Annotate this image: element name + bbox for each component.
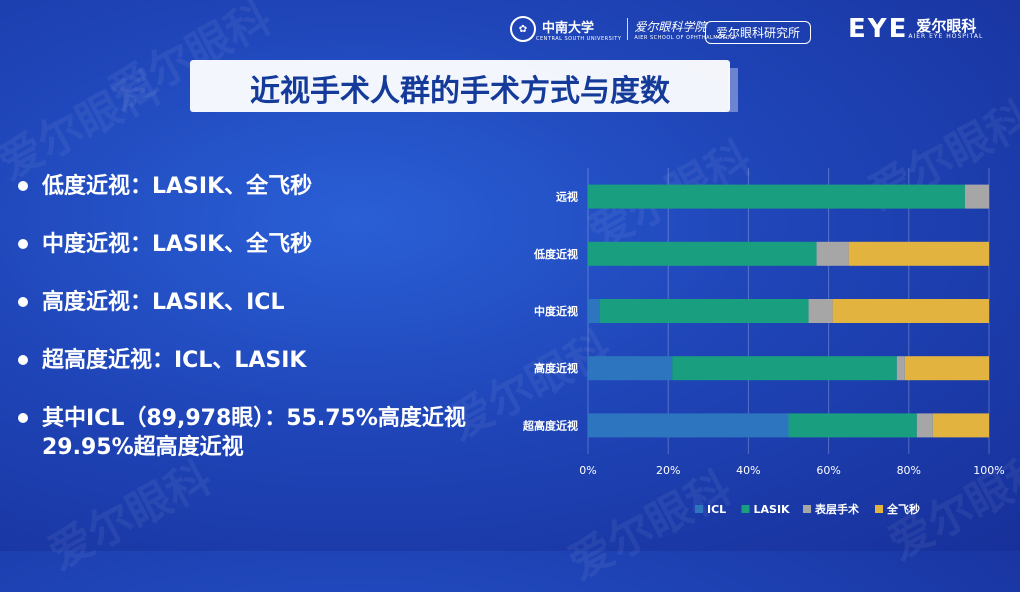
bar-segment — [816, 241, 849, 266]
bullet-text: 低度近视：LASIK、全飞秒 — [42, 174, 313, 199]
brand-mark: EYE — [848, 14, 909, 44]
university-name-block: 中南大学 CENTRAL SOUTH UNIVERSITY — [536, 17, 621, 42]
watermark: 爱尔眼科 — [40, 452, 220, 580]
bar-segment — [588, 241, 817, 266]
bullet-dot-icon — [18, 297, 28, 307]
stacked-bar-chart: 0% 20% 40% 60% 80% 100% 远视低度近视中度近视高度近视超高度近视 ICL… — [488, 156, 1020, 551]
legend-swatch — [695, 505, 703, 513]
bar-segment — [916, 413, 933, 438]
institute-badge: 爱尔眼科研究所 — [705, 21, 812, 44]
legend-label: 全飞秒 — [886, 502, 920, 516]
x-tick-label: 0% — [579, 464, 596, 477]
bullet-text: 中度近视：LASIK、全飞秒 — [42, 232, 313, 257]
bullet-item: 超高度近视：ICL、LASIK — [16, 346, 496, 375]
brand-logo: EYE 爱尔眼科 AIER EYE HOSPITAL — [848, 14, 983, 44]
bullet-text: 高度近视：LASIK、ICL — [42, 290, 285, 315]
university-name: 中南大学 — [542, 20, 595, 36]
bar-segment — [848, 241, 989, 266]
legend-swatch — [741, 505, 750, 513]
bullet-item: 高度近视：LASIK、ICL — [16, 288, 496, 317]
university-sub: CENTRAL SOUTH UNIVERSITY — [536, 35, 622, 42]
x-tick-label: 60% — [816, 464, 840, 477]
watermark: 爱尔眼科 — [0, 62, 170, 190]
x-tick-label: 40% — [736, 464, 760, 477]
title-banner: 近视手术人群的手术方式与度数 — [190, 60, 738, 112]
bullet-dot-icon — [18, 239, 28, 249]
bullet-item: 低度近视：LASIK、全飞秒 — [16, 172, 496, 201]
page-title: 近视手术人群的手术方式与度数 — [250, 74, 670, 109]
bar-segment — [832, 299, 989, 323]
university-logo: ✿ 中南大学 CENTRAL SOUTH UNIVERSITY 爱尔眼科学院 A… — [510, 16, 738, 42]
x-tick-label: 20% — [656, 464, 680, 477]
brand-en: AIER EYE HOSPITAL — [908, 32, 984, 40]
bar-segment — [932, 413, 989, 438]
bullet-list: 低度近视：LASIK、全飞秒 中度近视：LASIK、全飞秒 高度近视：LASIK… — [16, 172, 496, 462]
y-tick-label: 超高度近视 — [522, 418, 578, 432]
bar-segment — [588, 413, 789, 438]
y-tick-label: 高度近视 — [534, 361, 578, 375]
y-tick-label: 远视 — [556, 190, 578, 204]
bullet-dot-icon — [18, 413, 28, 423]
title-background — [190, 60, 738, 112]
bar-segment — [788, 413, 917, 438]
bar-segment — [896, 356, 905, 381]
legend-label: 表层手术 — [814, 502, 859, 516]
university-seal-icon: ✿ — [510, 16, 536, 42]
bar-segment — [588, 356, 673, 381]
bar-segment — [672, 356, 897, 381]
legend-swatch — [875, 505, 883, 513]
x-tick-label: 80% — [897, 464, 921, 477]
bar-segment — [808, 299, 833, 323]
y-tick-label: 低度近视 — [533, 247, 578, 261]
bar-segment — [600, 299, 809, 323]
legend-label: LASIK — [754, 503, 791, 516]
bar-segment — [588, 184, 965, 209]
y-tick-label: 中度近视 — [534, 304, 578, 318]
bullet-dot-icon — [18, 181, 28, 191]
bullet-text: 超高度近视：ICL、LASIK — [42, 348, 307, 373]
school-name: 爱尔眼科学院 — [634, 19, 707, 34]
bar-segment — [964, 184, 989, 209]
bullet-dot-icon — [18, 355, 28, 365]
school-name-block: 爱尔眼科学院 AIER SCHOOL OF OPHTHALMOLOGY — [634, 18, 737, 41]
x-tick-label: 100% — [973, 464, 1004, 477]
header-bar: ✿ 中南大学 CENTRAL SOUTH UNIVERSITY 爱尔眼科学院 A… — [0, 0, 1020, 62]
legend-label: ICL — [707, 503, 726, 516]
bar-segment — [904, 356, 989, 381]
school-sub: AIER SCHOOL OF OPHTHALMOLOGY — [634, 34, 738, 41]
bar-segment — [588, 299, 601, 323]
bullet-item: 中度近视：LASIK、全飞秒 — [16, 230, 496, 259]
logo-divider — [627, 18, 629, 40]
brand-text: 爱尔眼科 AIER EYE HOSPITAL — [908, 16, 984, 40]
bullet-item: 其中ICL（89,978眼）：55.75%高度近视 29.95%超高度近视 — [16, 404, 496, 462]
brand-cn: 爱尔眼科 — [916, 16, 977, 35]
legend-swatch — [803, 505, 811, 513]
bullet-text: 其中ICL（89,978眼）：55.75%高度近视 29.95%超高度近视 — [42, 406, 466, 460]
